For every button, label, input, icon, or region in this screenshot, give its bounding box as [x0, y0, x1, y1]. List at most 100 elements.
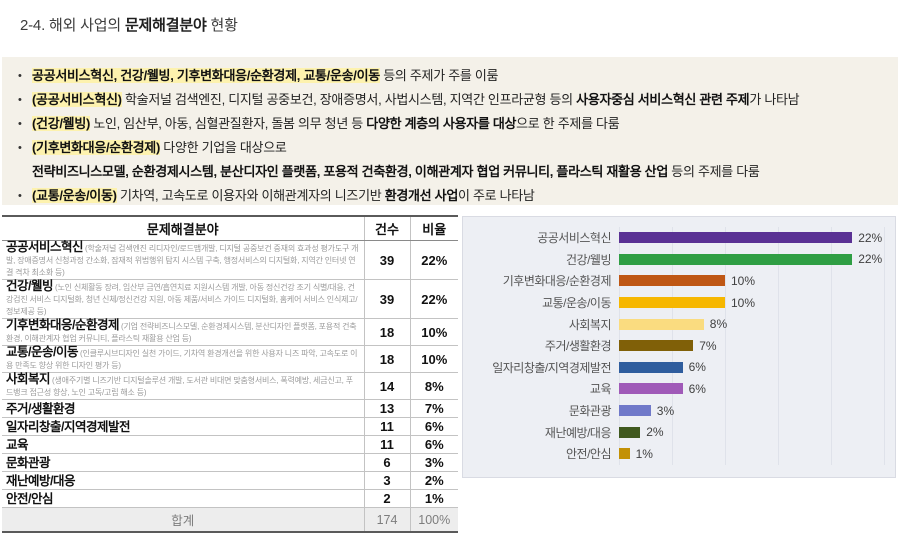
- bullet-segment: 등의 주제가 주를 이룸: [379, 68, 499, 83]
- chart-value-label: 1%: [635, 446, 653, 461]
- chart-bar: [619, 448, 630, 460]
- title-emphasis: 문제해결분야: [124, 17, 207, 34]
- row-name-cell: 교통/운송/이동 (인클루시브디자인 실천 가이드, 기차역 환경개선을 위한 …: [2, 345, 364, 373]
- total-ratio: 100%: [409, 507, 458, 533]
- problem-area-table: 문제해결분야 건수 비율 공공서비스혁신 (학술저널 검색엔진 리디자인/로드맵…: [2, 215, 458, 533]
- chart-track: 2%: [619, 421, 885, 443]
- bullet-segment: 기차역, 고속도로 이용자와 이해관계자의 니즈기반: [116, 188, 385, 203]
- bullet-segment: (교통/운송/이동): [32, 188, 117, 203]
- chart-bar: [619, 361, 683, 373]
- row-name-cell: 일자리창출/지역경제발전: [2, 417, 364, 436]
- chart-row: 교통/운송/이동 10%: [469, 291, 885, 314]
- chart-track: 8%: [619, 313, 885, 335]
- chart-bar: [619, 253, 853, 265]
- row-ratio: 1%: [409, 489, 458, 508]
- column-header-ratio: 비율: [409, 216, 458, 241]
- row-name-cell: 주거/생활환경: [2, 399, 364, 418]
- summary-bullet-box: • 공공서비스혁신, 건강/웰빙, 기후변화대응/순환경제, 교통/운송/이동 등…: [2, 57, 898, 205]
- table-row: 공공서비스혁신 (학술저널 검색엔진 리디자인/로드맵개발, 디지털 공중보건 …: [2, 240, 458, 280]
- chart-track: 1%: [619, 442, 885, 465]
- problem-area-desc: (노인 신체활동 장려, 임산부 금연/흡연치료 지원시스템 개발, 아동 정신…: [6, 283, 358, 316]
- chart-category-label: 재난예방/대응: [544, 425, 612, 440]
- row-count: 18: [363, 318, 410, 346]
- row-count: 18: [363, 345, 410, 373]
- bullet-segment: 환경개선 사업: [384, 188, 459, 203]
- bullet-marker: •: [18, 70, 22, 82]
- row-name-wrap: 기후변화대응/순환경제 (기업 전략비즈니스모델, 순환경제시스템, 분산디자인…: [6, 318, 360, 344]
- problem-area-desc: (인클루시브디자인 실천 가이드, 기차역 환경개선을 위한 사용자 니즈 파악…: [6, 349, 358, 370]
- problem-area-name: 건강/웰빙: [6, 279, 53, 293]
- chart-bar: [619, 383, 683, 395]
- row-name-cell: 재난예방/대응: [2, 471, 364, 490]
- row-name-wrap: 일자리창출/지역경제발전: [6, 420, 360, 434]
- problem-area-name: 기후변화대응/순환경제: [6, 318, 119, 332]
- chart-track: 10%: [619, 291, 885, 314]
- chart-track: 22%: [619, 227, 885, 249]
- chart-row: 안전/안심 1%: [469, 442, 885, 465]
- bullet-segment: (건강/웰빙): [32, 116, 91, 131]
- chart-value-label: 8%: [709, 317, 728, 332]
- problem-area-name: 교육: [6, 437, 29, 452]
- chart-value-label: 2%: [646, 425, 664, 440]
- problem-area-name: 공공서비스혁신: [6, 240, 84, 254]
- row-name-wrap: 교육: [6, 438, 360, 452]
- row-count: 2: [363, 489, 410, 508]
- bullet-marker: •: [18, 142, 22, 154]
- row-name-wrap: 교통/운송/이동 (인클루시브디자인 실천 가이드, 기차역 환경개선을 위한 …: [6, 346, 360, 371]
- bullet-line-5: 전략비즈니스모델, 순환경제시스템, 분산디자인 플랫폼, 포용적 건축환경, …: [18, 160, 884, 184]
- bullet-line-6: • (교통/운송/이동) 기차역, 고속도로 이용자와 이해관계자의 니즈기반 환…: [18, 184, 884, 208]
- chart-bar: [619, 318, 704, 330]
- chart-row: 재난예방/대응 2%: [469, 421, 885, 443]
- report-slide: 2-4. 해외 사업의 문제해결분야 현황 • 공공서비스혁신, 건강/웰빙, 기…: [2, 17, 898, 533]
- row-ratio: 6%: [409, 417, 458, 436]
- row-name-cell: 교육: [2, 435, 364, 454]
- problem-area-name: 문화관광: [6, 455, 51, 470]
- chart-value-label: 3%: [656, 403, 675, 418]
- bullet-segment: 가 나타남: [749, 92, 800, 107]
- row-count: 14: [363, 372, 410, 400]
- row-name-wrap: 안전/안심: [6, 492, 360, 506]
- row-ratio: 10%: [409, 318, 458, 346]
- table-row: 사회복지 (생애주기별 니즈기반 디지털솔루션 개발, 도서관 비대면 맞춤형서…: [2, 372, 458, 400]
- chart-row: 공공서비스혁신 22%: [469, 227, 885, 249]
- row-count: 39: [363, 279, 410, 319]
- table-row: 교통/운송/이동 (인클루시브디자인 실천 가이드, 기차역 환경개선을 위한 …: [2, 345, 458, 373]
- chart-category-label: 공공서비스혁신: [537, 231, 611, 246]
- chart-value-label: 10%: [731, 295, 756, 310]
- row-count: 13: [363, 399, 410, 418]
- table-row: 문화관광 6 3%: [2, 453, 458, 472]
- bullet-segment: (공공서비스혁신): [32, 92, 122, 107]
- row-name-cell: 안전/안심: [2, 489, 364, 508]
- chart-category-label: 주거/생활환경: [544, 339, 612, 354]
- bullet-line-3: • (건강/웰빙) 노인, 임산부, 아동, 심혈관질환자, 돌봄 의무 청년 등…: [18, 112, 884, 136]
- row-name-wrap: 건강/웰빙 (노인 신체활동 장려, 임산부 금연/흡연치료 지원시스템 개발,…: [6, 279, 360, 317]
- table-total-row: 합계 174 100%: [2, 507, 458, 533]
- title-prefix: 2-4. 해외 사업의: [20, 17, 125, 34]
- chart-row: 교육 6%: [469, 378, 885, 400]
- bullet-marker: •: [18, 190, 22, 202]
- chart-bar: [619, 275, 725, 287]
- problem-area-name: 재난예방/대응: [6, 473, 75, 488]
- table-header-row: 문제해결분야 건수 비율: [2, 216, 458, 241]
- row-name-wrap: 사회복지 (생애주기별 니즈기반 디지털솔루션 개발, 도서관 비대면 맞춤형서…: [6, 373, 360, 398]
- row-ratio: 10%: [409, 345, 458, 373]
- bullet-segment: 다양한 기업을 대상으로: [159, 140, 287, 155]
- chart-row: 일자리창출/지역경제발전 6%: [469, 356, 885, 379]
- chart-track: 22%: [619, 248, 885, 271]
- row-count: 11: [363, 417, 410, 436]
- row-name-cell: 건강/웰빙 (노인 신체활동 장려, 임산부 금연/흡연치료 지원시스템 개발,…: [2, 279, 364, 319]
- bullet-segment: 노인, 임산부, 아동, 심혈관질환자, 돌봄 의무 청년 등: [90, 116, 367, 131]
- bullet-segment: (기후변화대응/순환경제): [32, 140, 160, 155]
- chart-track: 6%: [619, 378, 885, 400]
- chart-value-label: 22%: [858, 252, 883, 267]
- row-name-cell: 공공서비스혁신 (학술저널 검색엔진 리디자인/로드맵개발, 디지털 공중보건 …: [2, 240, 364, 280]
- row-count: 39: [363, 240, 410, 280]
- chart-value-label: 22%: [858, 230, 883, 245]
- row-count: 11: [363, 435, 410, 454]
- bullet-line-2: • (공공서비스혁신) 학술저널 검색엔진, 디지털 공중보건, 장애증명서, 사…: [18, 88, 884, 112]
- chart-value-label: 7%: [699, 338, 717, 353]
- bullet-segment: 다양한 계층의 사용자를 대상: [366, 116, 517, 131]
- chart-row: 사회복지 8%: [469, 313, 885, 335]
- bullet-segment: 사용자중심 서비스혁신 관련 주제: [576, 92, 750, 107]
- chart-bar: [619, 340, 694, 352]
